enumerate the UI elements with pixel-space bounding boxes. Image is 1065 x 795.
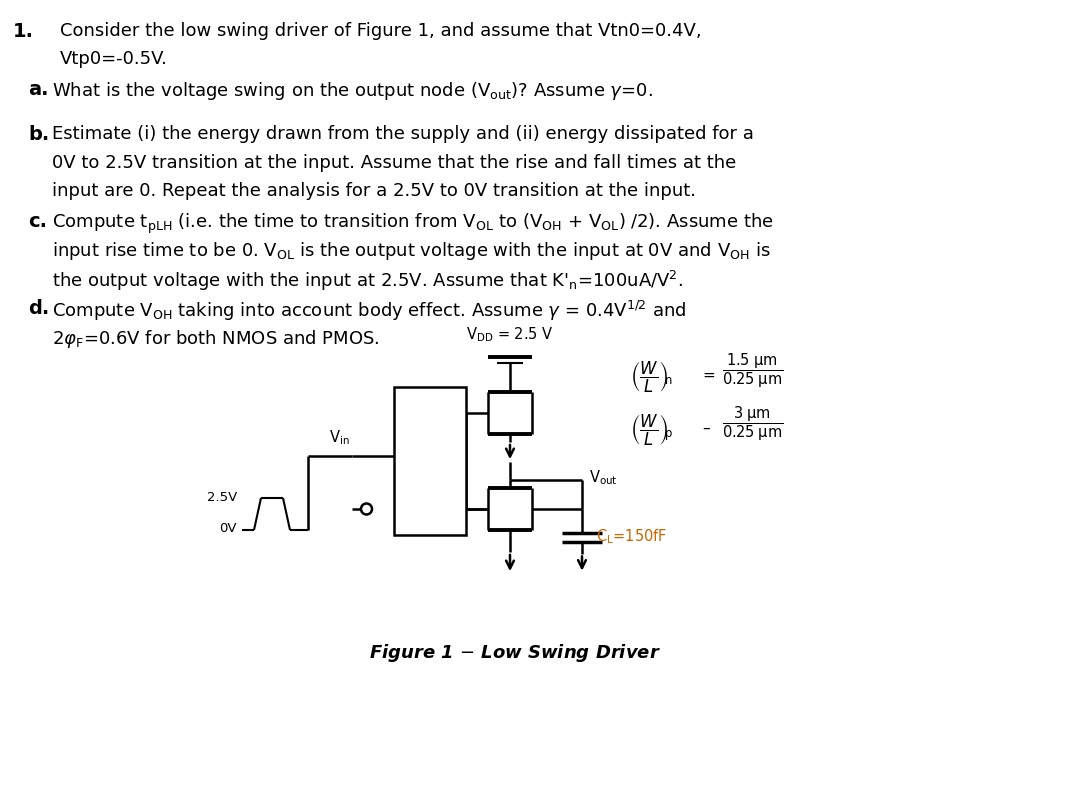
Text: 2.5V: 2.5V <box>207 491 237 503</box>
Text: input are 0. Repeat the analysis for a 2.5V to 0V transition at the input.: input are 0. Repeat the analysis for a 2… <box>52 182 697 200</box>
Text: the output voltage with the input at 2.5V. Assume that K$'_{\mathregular{n}}$=10: the output voltage with the input at 2.5… <box>52 269 683 293</box>
Text: a.: a. <box>28 80 49 99</box>
Text: Estimate (i) the energy drawn from the supply and (ii) energy dissipated for a: Estimate (i) the energy drawn from the s… <box>52 125 754 143</box>
Text: V$_{\mathregular{out}}$: V$_{\mathregular{out}}$ <box>589 468 618 487</box>
Text: 2$\varphi_{\mathregular{F}}$=0.6V for both NMOS and PMOS.: 2$\varphi_{\mathregular{F}}$=0.6V for bo… <box>52 328 379 350</box>
Text: $\left(\dfrac{W}{L}\right)_{\!\!\mathregular{n}}$: $\left(\dfrac{W}{L}\right)_{\!\!\mathreg… <box>630 359 673 394</box>
Text: Compute t$_{\mathregular{pLH}}$ (i.e. the time to transition from V$_{\mathregul: Compute t$_{\mathregular{pLH}}$ (i.e. th… <box>52 212 774 236</box>
Text: V$_{\mathregular{in}}$: V$_{\mathregular{in}}$ <box>329 429 349 448</box>
Text: input rise time to be 0. V$_{\mathregular{OL}}$ is the output voltage with the i: input rise time to be 0. V$_{\mathregula… <box>52 241 771 262</box>
Text: $\left(\dfrac{W}{L}\right)_{\!\!\mathregular{p}}$: $\left(\dfrac{W}{L}\right)_{\!\!\mathreg… <box>630 413 673 448</box>
Text: c.: c. <box>28 212 47 231</box>
Text: What is the voltage swing on the output node (V$_{\mathregular{out}}$)? Assume $: What is the voltage swing on the output … <box>52 80 653 102</box>
Text: Vtp0=-0.5V.: Vtp0=-0.5V. <box>60 51 168 68</box>
Text: 0V: 0V <box>219 522 237 536</box>
Text: 1.: 1. <box>13 22 34 41</box>
Text: $\dfrac{1.5\;\mathregular{\mu m}}{0.25\;\mathregular{\mu m}}$: $\dfrac{1.5\;\mathregular{\mu m}}{0.25\;… <box>722 351 784 390</box>
Text: 0V to 2.5V transition at the input. Assume that the rise and fall times at the: 0V to 2.5V transition at the input. Assu… <box>52 153 736 172</box>
Text: Figure 1 $-$ Low Swing Driver: Figure 1 $-$ Low Swing Driver <box>370 642 661 664</box>
Text: $\dfrac{3\;\mathregular{\mu m}}{0.25\;\mathregular{\mu m}}$: $\dfrac{3\;\mathregular{\mu m}}{0.25\;\m… <box>722 405 784 444</box>
Text: b.: b. <box>28 125 49 144</box>
Text: C$_{\mathregular{L}}$=150fF: C$_{\mathregular{L}}$=150fF <box>596 528 668 546</box>
Text: Consider the low swing driver of Figure 1, and assume that Vtn0=0.4V,: Consider the low swing driver of Figure … <box>60 22 702 40</box>
Text: d.: d. <box>28 299 49 318</box>
Text: –: – <box>702 421 709 436</box>
Text: Compute V$_{\mathregular{OH}}$ taking into account body effect. Assume $\gamma$ : Compute V$_{\mathregular{OH}}$ taking in… <box>52 299 687 323</box>
Bar <box>394 387 466 535</box>
Text: =: = <box>702 367 715 382</box>
Text: V$_{\mathregular{DD}}$ = 2.5 V: V$_{\mathregular{DD}}$ = 2.5 V <box>466 325 554 344</box>
